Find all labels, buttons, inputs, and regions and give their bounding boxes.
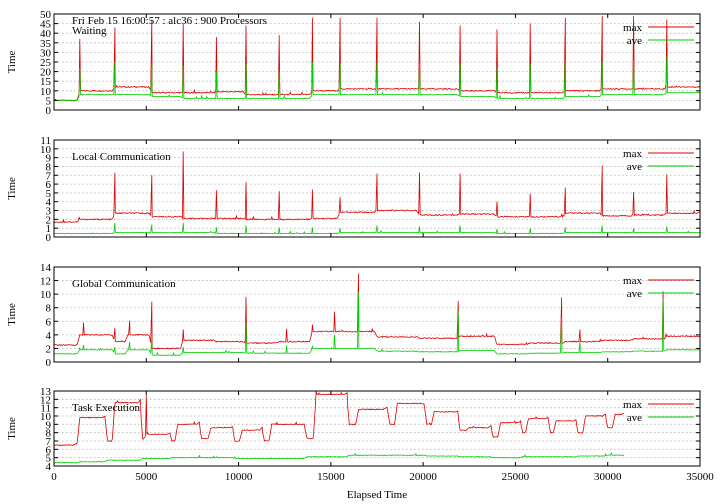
y-tick-label: 10 xyxy=(40,411,52,423)
y-tick-label: 15 xyxy=(40,76,52,88)
y-tick-label: 1 xyxy=(46,223,52,235)
x-tick-label: 30000 xyxy=(594,471,622,483)
legend-label-max: max xyxy=(623,22,642,34)
plot-frame xyxy=(53,139,701,238)
y-tick-label: 25 xyxy=(40,57,52,69)
y-axis-label: Time xyxy=(6,303,18,326)
y-tick-label: 20 xyxy=(40,67,52,79)
y-tick-label: 5 xyxy=(46,188,52,200)
panel-title: Task Execution xyxy=(72,402,140,414)
y-tick-label: 14 xyxy=(40,262,52,274)
y-tick-label: 10 xyxy=(40,86,52,98)
y-tick-label: 45 xyxy=(40,19,52,31)
series-line-ave xyxy=(54,222,701,235)
y-tick-label: 0 xyxy=(46,105,52,117)
plot-frame xyxy=(53,266,701,363)
series-line-max xyxy=(53,390,625,447)
legend-label-ave: ave xyxy=(627,161,642,173)
y-tick-label: 12 xyxy=(40,276,51,288)
y-tick-label: 0 xyxy=(46,357,52,369)
legend-label-max: max xyxy=(623,275,642,287)
y-tick-label: 35 xyxy=(40,38,52,50)
y-tick-label: 3 xyxy=(46,206,52,218)
series-line-ave xyxy=(53,292,700,356)
y-tick-label: 30 xyxy=(40,47,52,59)
x-tick-label: 25000 xyxy=(502,471,530,483)
y-tick-label: 2 xyxy=(46,214,52,226)
y-tick-label: 9 xyxy=(46,419,52,431)
y-tick-label: 8 xyxy=(46,303,52,315)
legend-label-ave: ave xyxy=(627,35,642,47)
y-tick-label: 4 xyxy=(46,461,52,473)
x-axis-label: Elapsed Time xyxy=(347,489,407,501)
chart-header: Fri Feb 15 16:00:57 : alc36 : 900 Proces… xyxy=(72,15,267,27)
y-tick-label: 40 xyxy=(40,28,52,40)
y-tick-label: 10 xyxy=(40,144,52,156)
x-tick-label: 15000 xyxy=(317,471,345,483)
x-tick-label: 5000 xyxy=(135,471,158,483)
y-tick-label: 9 xyxy=(46,153,52,165)
x-tick-label: 10000 xyxy=(225,471,253,483)
x-tick-label: 0 xyxy=(51,471,57,483)
y-tick-label: 8 xyxy=(46,428,52,440)
y-tick-label: 13 xyxy=(40,386,52,398)
y-tick-label: 12 xyxy=(40,394,51,406)
x-tick-label: 35000 xyxy=(686,471,714,483)
y-axis-label: Time xyxy=(6,177,18,200)
series-line-ave xyxy=(53,56,701,102)
legend-label-max: max xyxy=(623,399,642,411)
series-line-max xyxy=(54,273,701,350)
y-axis-label: Time xyxy=(6,50,18,73)
y-tick-label: 50 xyxy=(40,9,52,21)
panel-title: Local Communication xyxy=(72,151,171,163)
series-line-max xyxy=(53,15,701,102)
legend-label-ave: ave xyxy=(627,412,642,424)
y-tick-label: 6 xyxy=(46,444,52,456)
plot-frame xyxy=(53,390,701,467)
y-tick-label: 4 xyxy=(46,197,52,209)
y-tick-label: 2 xyxy=(46,343,52,355)
y-tick-label: 5 xyxy=(46,453,52,465)
y-tick-label: 7 xyxy=(46,436,52,448)
y-tick-label: 4 xyxy=(46,330,52,342)
x-tick-label: 20000 xyxy=(409,471,437,483)
y-tick-label: 6 xyxy=(46,179,52,191)
y-tick-label: 7 xyxy=(46,170,52,182)
y-tick-label: 5 xyxy=(46,95,52,107)
legend-label-ave: ave xyxy=(627,288,642,300)
series-line-max xyxy=(53,151,701,224)
series-line-ave xyxy=(53,451,625,464)
y-tick-label: 11 xyxy=(40,403,51,415)
y-tick-label: 11 xyxy=(40,135,51,147)
panel-title: Waiting xyxy=(72,25,107,37)
y-tick-label: 8 xyxy=(46,161,52,173)
y-tick-label: 0 xyxy=(46,232,52,244)
y-axis-label: Time xyxy=(6,417,18,440)
legend-label-max: max xyxy=(623,148,642,160)
y-tick-label: 10 xyxy=(40,289,52,301)
panel-title: Global Communication xyxy=(72,278,176,290)
y-tick-label: 6 xyxy=(46,316,52,328)
